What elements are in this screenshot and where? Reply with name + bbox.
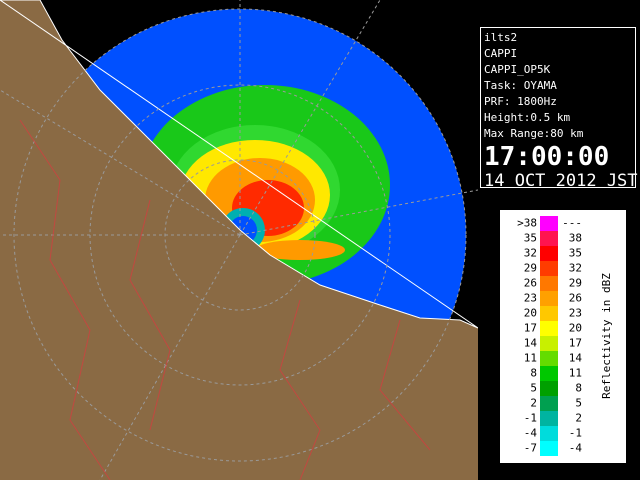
info-panel: ilts2 CAPPI CAPPI_OP5K Task: OYAMA PRF: … <box>480 27 638 191</box>
legend-swatch <box>540 306 558 321</box>
legend-high: 5 <box>575 397 582 410</box>
rivers <box>19 119 431 480</box>
legend-low: 29 <box>524 262 537 275</box>
land <box>0 0 478 480</box>
legend-low: 11 <box>524 352 537 365</box>
echo <box>255 240 345 260</box>
legend-high: 11 <box>569 367 582 380</box>
legend-low: 2 <box>530 397 537 410</box>
legend-low: 14 <box>524 337 538 350</box>
legend-low: 5 <box>530 382 537 395</box>
legend-high: 26 <box>569 292 582 305</box>
legend-high: 23 <box>569 307 582 320</box>
info-line: ilts2 <box>484 31 518 44</box>
legend-swatch <box>540 231 558 246</box>
legend-low: 20 <box>524 307 537 320</box>
legend-high: 2 <box>575 412 582 425</box>
legend-swatch <box>540 276 558 291</box>
legend-low: 23 <box>524 292 537 305</box>
legend-low: 35 <box>524 232 537 245</box>
legend-swatch <box>540 351 558 366</box>
info-line: CAPPI_OP5K <box>484 63 551 76</box>
legend-high: 14 <box>569 352 583 365</box>
legend-low: -7 <box>524 442 537 455</box>
legend-high: 35 <box>569 247 582 260</box>
legend: Reflectivity in dBZ >38 --- 35 38 32 35 29 32 26… <box>500 210 626 463</box>
legend-swatch <box>540 321 558 336</box>
info-line: CAPPI <box>484 47 518 60</box>
legend-swatch <box>540 261 558 276</box>
legend-swatch <box>540 336 558 351</box>
legend-high: 32 <box>569 262 582 275</box>
legend-low: >38 <box>517 217 537 230</box>
legend-swatch <box>540 381 558 396</box>
info-line: Max Range:80 km <box>484 127 584 140</box>
coastline <box>0 0 478 329</box>
legend-swatch <box>540 216 558 231</box>
legend-low: -1 <box>524 412 537 425</box>
legend-swatch <box>540 441 558 456</box>
legend-high: 29 <box>569 277 582 290</box>
legend-high: -4 <box>569 442 583 455</box>
legend-low: 17 <box>524 322 537 335</box>
range-rings <box>0 0 478 480</box>
legend-swatch <box>540 366 558 381</box>
legend-low: 26 <box>524 277 537 290</box>
info-line: PRF: 1800Hz <box>484 95 557 108</box>
legend-swatch <box>540 396 558 411</box>
legend-swatch <box>540 426 558 441</box>
time: 17:00:00 <box>484 142 610 172</box>
legend-swatch <box>540 411 558 426</box>
legend-high: 8 <box>575 382 582 395</box>
legend-low: -4 <box>524 427 538 440</box>
legend-swatch <box>540 246 558 261</box>
legend-swatch <box>540 291 558 306</box>
legend-low: 32 <box>524 247 537 260</box>
radar-map <box>0 0 478 480</box>
echoes <box>140 85 390 285</box>
info-line: Height:0.5 km <box>484 111 571 124</box>
date: 14 OCT 2012 JST <box>484 171 638 191</box>
legend-high: 20 <box>569 322 582 335</box>
legend-title: Reflectivity in dBZ <box>600 273 613 399</box>
legend-high: 38 <box>569 232 582 245</box>
legend-high: --- <box>562 217 582 230</box>
legend-high: 17 <box>569 337 582 350</box>
legend-high: -1 <box>569 427 582 440</box>
info-line: Task: OYAMA <box>484 79 557 92</box>
legend-low: 8 <box>530 367 537 380</box>
